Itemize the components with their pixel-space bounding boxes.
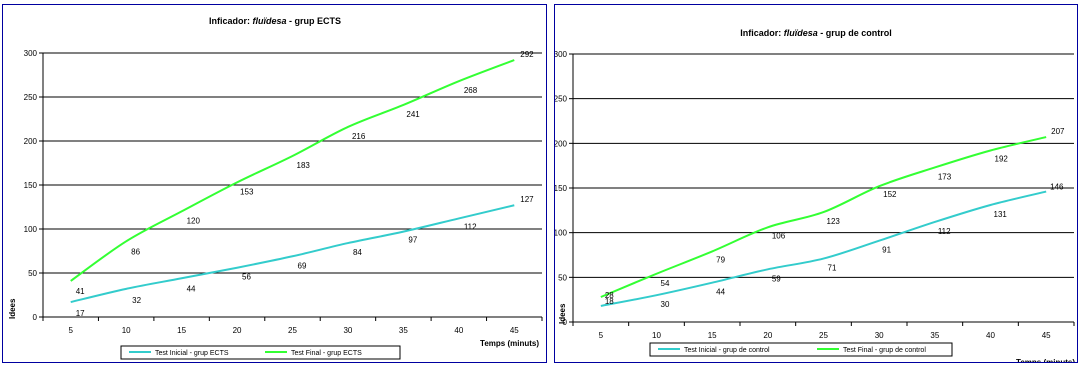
data-label: 131	[994, 210, 1008, 219]
data-label: 183	[297, 161, 311, 170]
data-label: 173	[938, 172, 952, 181]
x-tick-label: 5	[68, 326, 73, 335]
y-tick-label: 150	[555, 184, 568, 193]
y-tick-label: 250	[555, 95, 568, 104]
y-tick-label: 300	[555, 50, 568, 59]
data-label: 30	[661, 300, 670, 309]
x-tick-label: 45	[1042, 331, 1051, 340]
chart-control: Inficador: fluïdesa - grup de control050…	[555, 5, 1077, 362]
data-label: 120	[187, 216, 201, 225]
legend-label: Test Final - grup ECTS	[291, 350, 362, 357]
chart-title-prefix: Inficador:	[740, 28, 784, 38]
y-tick-label: 200	[555, 139, 568, 148]
chart-title-prefix: Inficador:	[209, 16, 253, 26]
series-line	[601, 137, 1046, 297]
data-label: 146	[1050, 183, 1064, 192]
y-axis-label: Idees	[558, 303, 567, 324]
data-label: 44	[716, 288, 725, 297]
chart-panel-ects: Inficador: fluïdesa - grup ECTS 0 50 100 150…	[2, 4, 547, 363]
x-tick-label: 40	[454, 326, 463, 335]
data-label: 17	[76, 309, 85, 318]
x-tick-label: 5	[599, 331, 604, 340]
x-tick-label: 30	[875, 331, 884, 340]
y-tick-label: 200	[24, 137, 38, 146]
x-tick-label: 25	[288, 326, 297, 335]
data-label: 91	[882, 246, 891, 255]
series-line	[601, 192, 1046, 306]
x-tick-label: 15	[708, 331, 717, 340]
x-axis-label: Temps (minuts)	[480, 339, 539, 348]
data-label: 216	[352, 132, 366, 141]
x-tick-label: 35	[399, 326, 408, 335]
data-label: 54	[661, 279, 670, 288]
x-tick-label: 40	[986, 331, 995, 340]
chart-ects: Inficador: fluïdesa - grup ECTS 0 50 100 150…	[3, 5, 546, 362]
data-label: 44	[187, 284, 196, 293]
data-label: 112	[464, 222, 477, 231]
data-label: 32	[132, 296, 141, 305]
data-label: 97	[408, 236, 417, 245]
chart-panel-control: Inficador: fluïdesa - grup de control 0 50…	[554, 4, 1078, 363]
data-label: 123	[827, 217, 841, 226]
data-label: 84	[353, 248, 362, 257]
data-label: 86	[131, 247, 140, 256]
data-label: 59	[772, 274, 781, 283]
x-tick-label: 10	[652, 331, 661, 340]
data-label: 153	[240, 187, 254, 196]
chart-title: Inficador: fluïdesa - grup ECTS	[209, 16, 341, 26]
y-tick-label: 0	[33, 313, 38, 322]
y-tick-label: 50	[558, 273, 567, 282]
x-tick-label: 35	[930, 331, 939, 340]
data-label: 28	[605, 291, 614, 300]
data-label: 69	[298, 261, 307, 270]
y-tick-label: 100	[24, 225, 38, 234]
data-label: 292	[520, 50, 534, 59]
x-tick-label: 30	[343, 326, 352, 335]
x-tick-label: 25	[819, 331, 828, 340]
chart-title-suffix: - grup ECTS	[287, 16, 342, 26]
data-label: 152	[883, 190, 897, 199]
data-label: 41	[76, 287, 85, 296]
x-tick-label: 45	[510, 326, 519, 335]
legend-label: Test Final - grup de control	[843, 347, 926, 354]
chart-title-italic: fluïdesa	[784, 28, 818, 38]
data-label: 71	[828, 264, 837, 273]
x-tick-label: 20	[763, 331, 772, 340]
y-tick-label: 250	[24, 93, 38, 102]
y-axis-label: Idees	[8, 298, 17, 319]
data-label: 268	[464, 86, 478, 95]
data-label: 207	[1051, 127, 1065, 136]
y-tick-label: 150	[24, 181, 38, 190]
x-tick-label: 20	[233, 326, 242, 335]
legend-label: Test Inicial - grup ECTS	[155, 350, 229, 357]
y-tick-label: 50	[28, 269, 37, 278]
data-label: 112	[938, 227, 951, 236]
data-label: 127	[520, 195, 534, 204]
data-label: 192	[995, 154, 1009, 163]
x-axis-label: Temps (minuts)	[1016, 358, 1075, 362]
chart-title-italic: fluïdesa	[253, 16, 287, 26]
legend-label: Test Inicial - grup de control	[684, 347, 770, 354]
data-label: 241	[406, 110, 420, 119]
data-label: 79	[716, 255, 725, 264]
x-tick-label: 15	[177, 326, 186, 335]
y-tick-label: 100	[555, 229, 568, 238]
chart-title: Inficador: fluïdesa - grup de control	[740, 28, 892, 38]
data-label: 106	[772, 231, 786, 240]
chart-title-suffix: - grup de control	[818, 28, 892, 38]
data-label: 56	[242, 273, 251, 282]
y-tick-label: 300	[24, 49, 38, 58]
x-tick-label: 10	[122, 326, 131, 335]
